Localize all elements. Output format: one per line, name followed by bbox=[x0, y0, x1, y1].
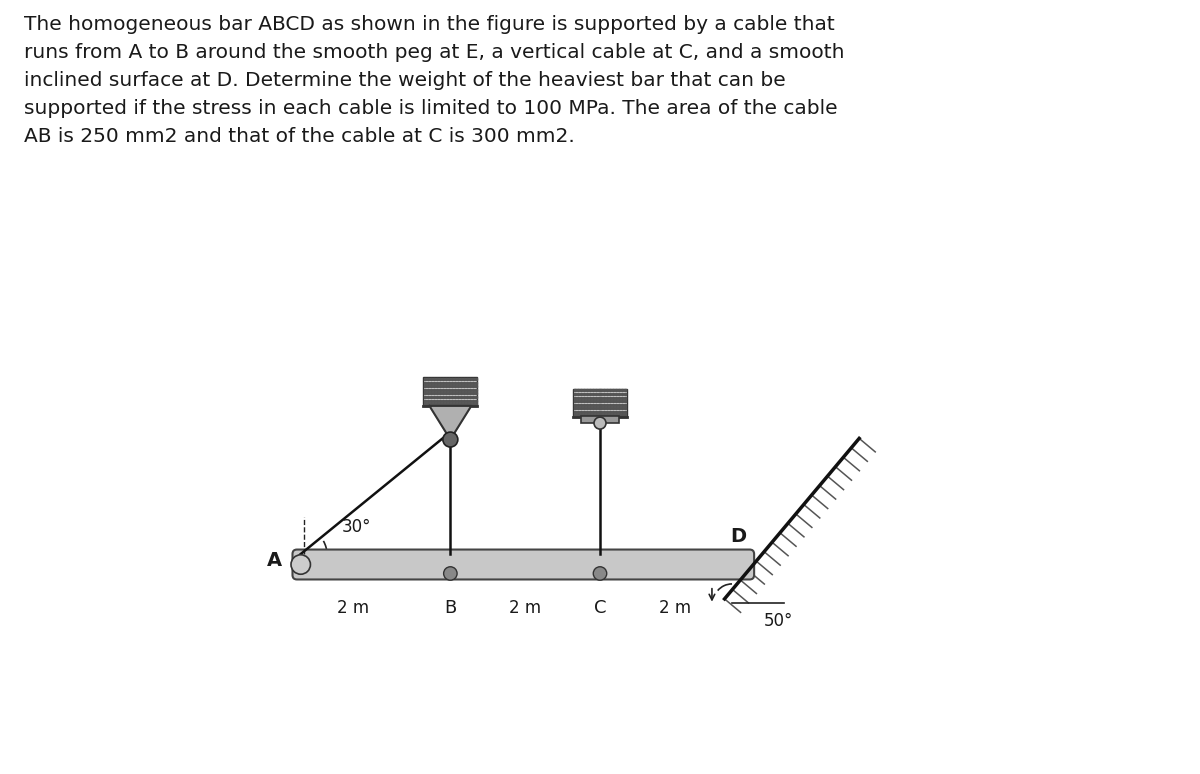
Bar bbox=[574, 389, 626, 417]
Circle shape bbox=[594, 417, 606, 429]
Bar bbox=[581, 416, 619, 423]
Circle shape bbox=[443, 432, 458, 447]
Circle shape bbox=[444, 567, 457, 580]
Text: 2 m: 2 m bbox=[509, 599, 541, 617]
Text: D: D bbox=[731, 526, 746, 546]
Text: B: B bbox=[444, 599, 456, 617]
Text: 30°: 30° bbox=[342, 518, 371, 536]
Text: 2 m: 2 m bbox=[337, 599, 370, 617]
Polygon shape bbox=[430, 406, 472, 440]
Text: 50°: 50° bbox=[763, 611, 793, 629]
Circle shape bbox=[290, 555, 311, 574]
Bar bbox=[424, 378, 478, 406]
Circle shape bbox=[593, 567, 607, 580]
Text: C: C bbox=[594, 599, 606, 617]
FancyBboxPatch shape bbox=[293, 550, 754, 580]
Text: A: A bbox=[266, 551, 282, 570]
Text: 2 m: 2 m bbox=[659, 599, 691, 617]
Text: The homogeneous bar ABCD as shown in the figure is supported by a cable that
run: The homogeneous bar ABCD as shown in the… bbox=[24, 15, 845, 146]
